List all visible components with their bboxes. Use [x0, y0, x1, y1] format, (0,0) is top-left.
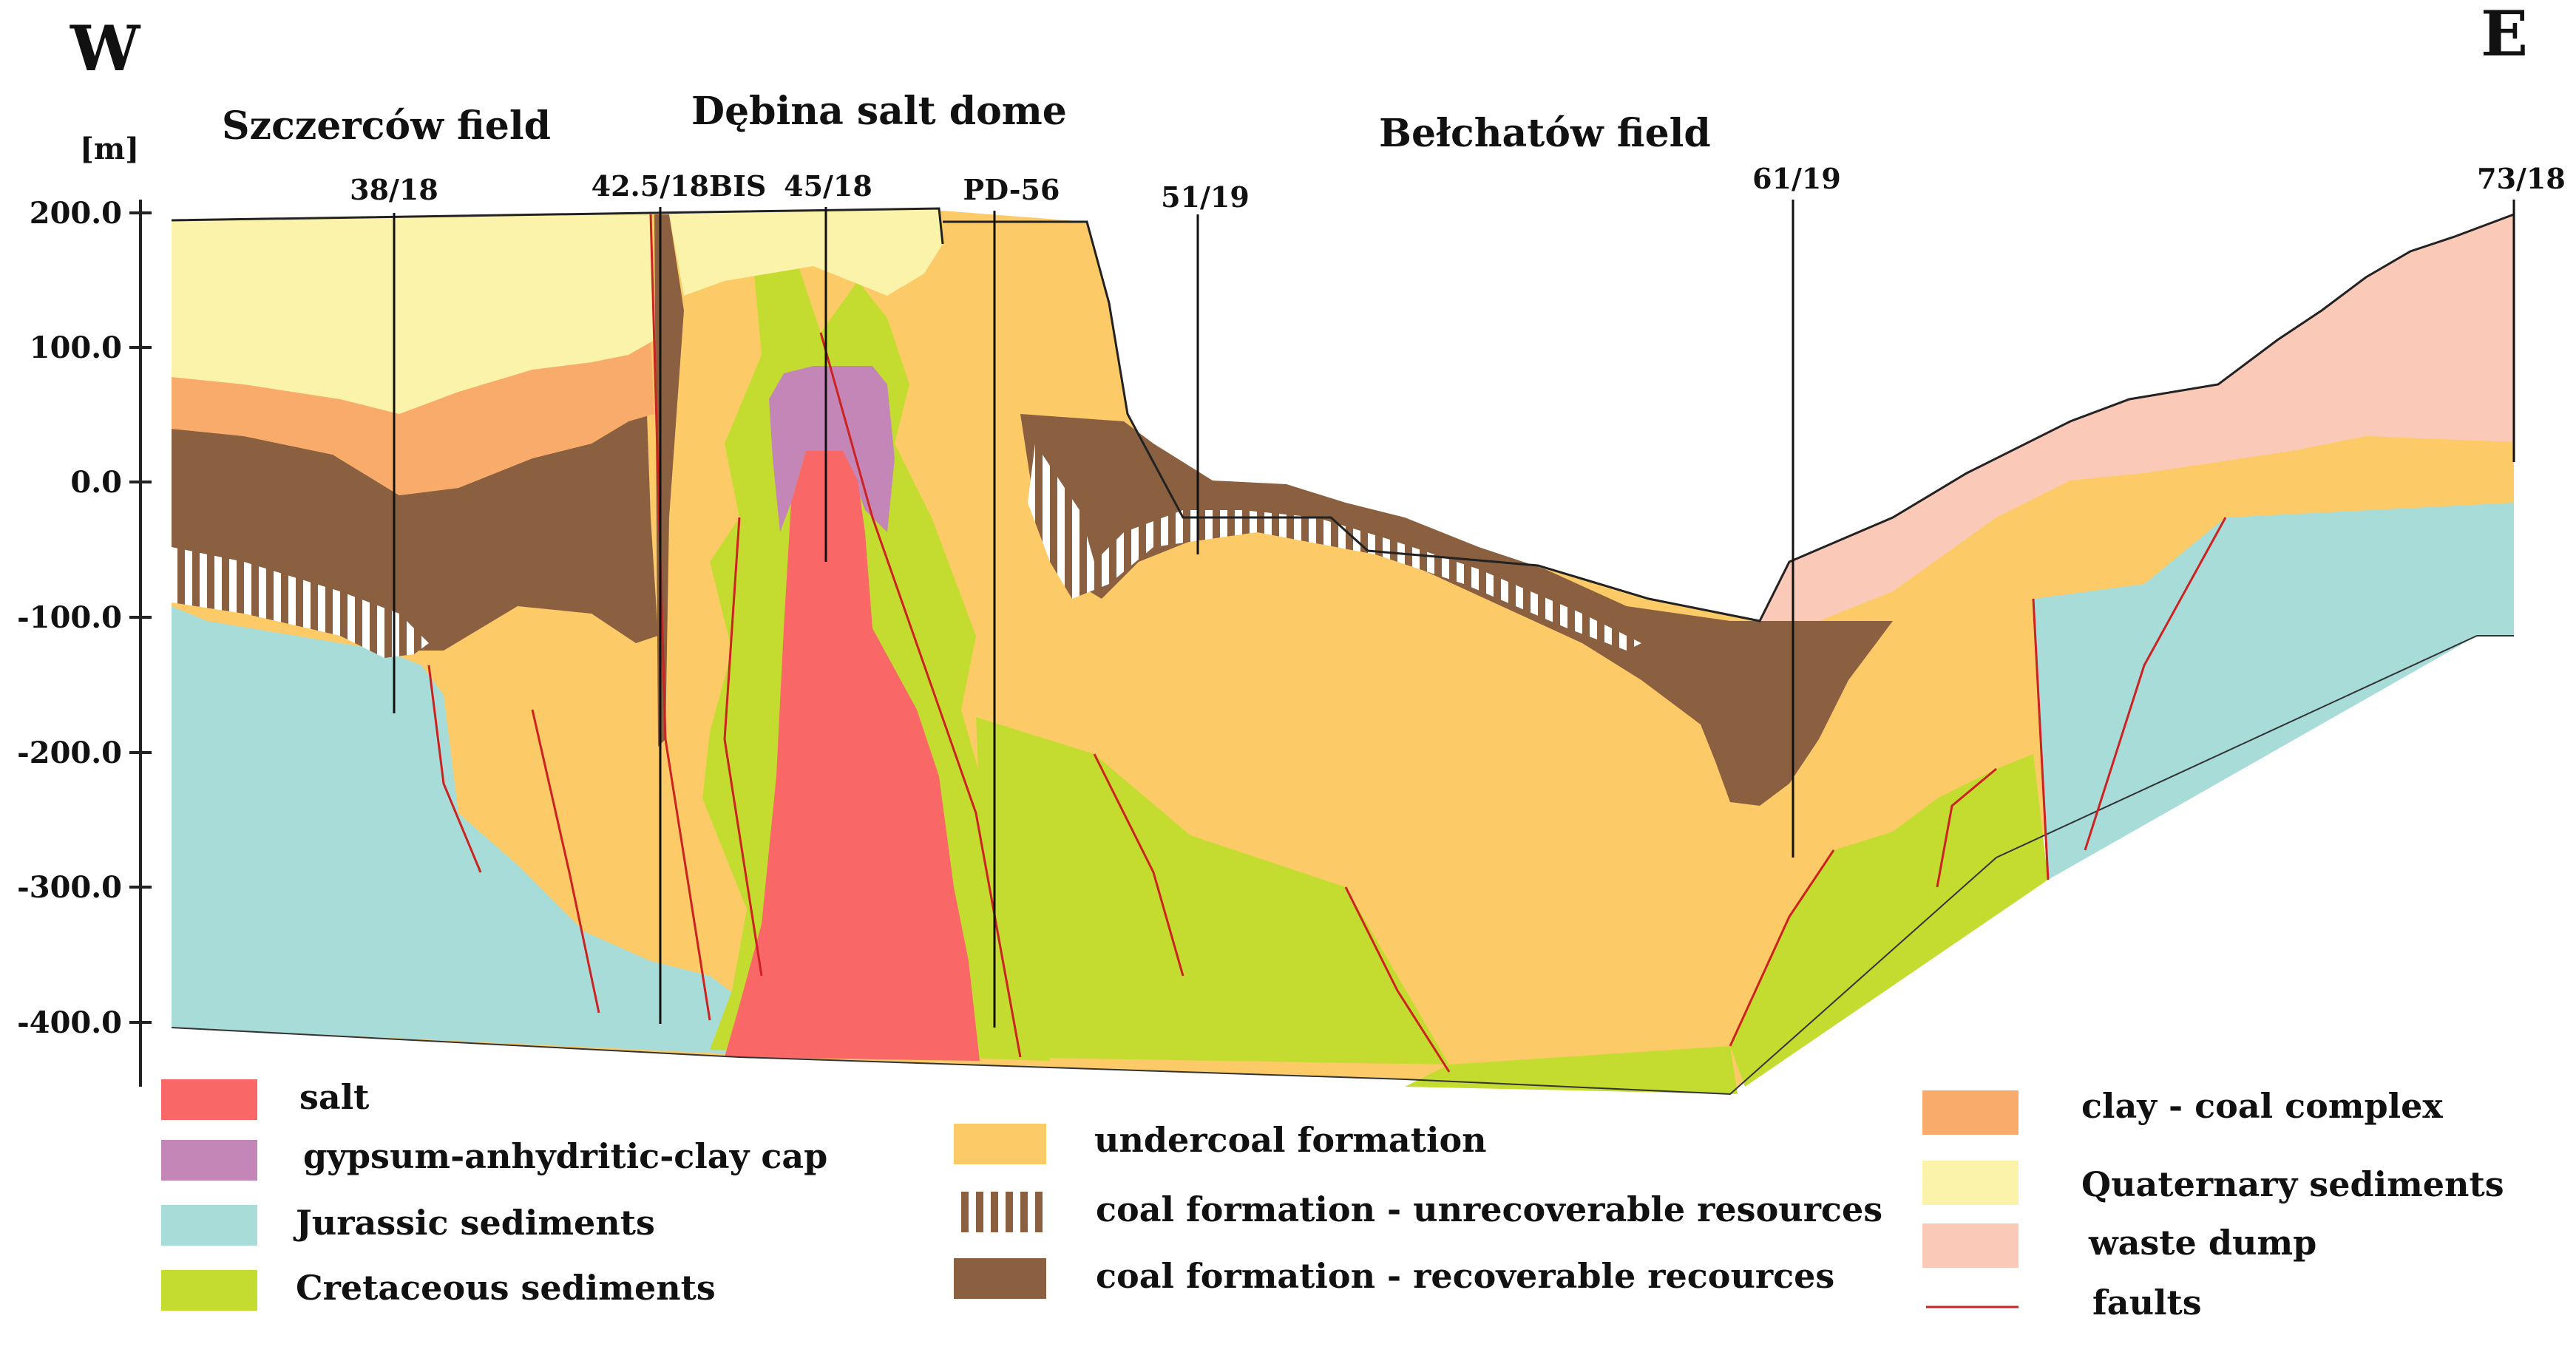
legend-label-undercoal: undercoal formation: [1094, 1120, 1487, 1160]
axis-tick-label: 0.0: [70, 465, 122, 500]
fault-line: [649, 214, 711, 1021]
clay-coal-complex: [172, 340, 654, 495]
fault-line: [2084, 517, 2227, 851]
borehole-label: 45/18: [784, 169, 872, 203]
quaternary-west: [172, 213, 654, 414]
cretaceous-center: [976, 717, 1449, 1065]
fault-line: [723, 517, 763, 977]
faults-group: [427, 214, 2227, 1073]
fault-line: [1093, 753, 1184, 977]
axis-tick-label: -400.0: [17, 1005, 122, 1040]
fault-line: [531, 709, 600, 1014]
legend-swatch-claycoal: [1922, 1090, 2019, 1135]
legend-label-coal-rec: coal formation - recoverable recources: [1096, 1256, 1834, 1296]
legend-label-jurassic: Jurassic sediments: [293, 1203, 655, 1243]
legend-swatch-coal-rec: [954, 1258, 1046, 1299]
cretaceous-east: [1730, 754, 2048, 1087]
legend-label-salt: salt: [299, 1077, 370, 1117]
axis-tick-label: 200.0: [30, 196, 122, 231]
fault-line: [427, 665, 482, 873]
section-base-outline: [171, 635, 2514, 1096]
field-label-belchatow: Bełchatów field: [1379, 111, 1711, 156]
legend-label-claycoal: clay - coal complex: [2081, 1086, 2443, 1126]
axis-tick-label: -100.0: [17, 600, 122, 635]
salt-body: [725, 451, 980, 1061]
quaternary-dome: [669, 208, 943, 296]
axis-tick-label: -200.0: [17, 736, 122, 770]
west-label: W: [70, 12, 141, 85]
axis-tick-label: -300.0: [17, 870, 122, 905]
jurassic-west: [172, 606, 813, 1057]
fault-line: [1729, 849, 1835, 1047]
ground-surface-line: [171, 207, 2515, 622]
waste-dump: [1760, 214, 2514, 621]
depth-axis: [m] 200.0 100.0 0.0 -100.0 -200.0 -300.0…: [17, 132, 152, 1087]
cretaceous-bottom: [1405, 1046, 1738, 1094]
legend-swatch-quaternary: [1922, 1161, 2019, 1205]
borehole-label: 38/18: [350, 173, 438, 206]
fault-line: [2032, 598, 2050, 880]
legend-label-quaternary: Quaternary sediments: [2081, 1164, 2504, 1204]
borehole-label: PD-56: [963, 173, 1060, 206]
field-label-szczercow: Szczerców field: [222, 103, 551, 149]
axis-unit: [m]: [80, 132, 139, 166]
legend-swatch-cretaceous: [161, 1270, 257, 1311]
coal-unrec-west: [172, 547, 429, 658]
borehole-label: 73/18: [2477, 162, 2566, 195]
legend-swatch-salt: [161, 1079, 257, 1120]
legend-label-cretaceous: Cretaceous sediments: [296, 1268, 716, 1308]
legend-label-faults: faults: [2092, 1283, 2202, 1323]
legend-label-waste: waste dump: [2088, 1223, 2316, 1263]
legend-swatch-jurassic: [161, 1205, 257, 1246]
axis-tick-label: 100.0: [30, 330, 122, 365]
borehole-label: 61/19: [1752, 162, 1841, 195]
coal-unrec-east: [1028, 444, 1641, 651]
legend: salt gypsum-anhydritic-clay cap Jurassic…: [161, 1077, 2504, 1323]
fault-line: [1344, 886, 1451, 1073]
section-body: [172, 208, 2514, 1094]
legend-swatch-coal-unrec: [954, 1192, 1046, 1232]
field-label-debina: Dębina salt dome: [691, 89, 1067, 134]
legend-swatch-waste: [1922, 1223, 2019, 1268]
legend-swatch-undercoal: [954, 1124, 1046, 1164]
east-label: E: [2481, 0, 2528, 70]
legend-label-coal-unrec: coal formation - unrecoverable resources: [1096, 1189, 1882, 1229]
fault-line: [1936, 767, 1997, 888]
legend-label-cap: gypsum-anhydritic-clay cap: [303, 1136, 827, 1176]
boreholes-group: [393, 200, 2515, 1028]
undercoal-east-strip: [1893, 436, 2514, 636]
borehole-label: 51/19: [1161, 180, 1250, 214]
borehole-label: 42.5/18BIS: [592, 169, 767, 203]
legend-swatch-cap: [161, 1140, 257, 1181]
cap-rock: [769, 366, 895, 532]
fault-line: [819, 332, 1022, 1058]
